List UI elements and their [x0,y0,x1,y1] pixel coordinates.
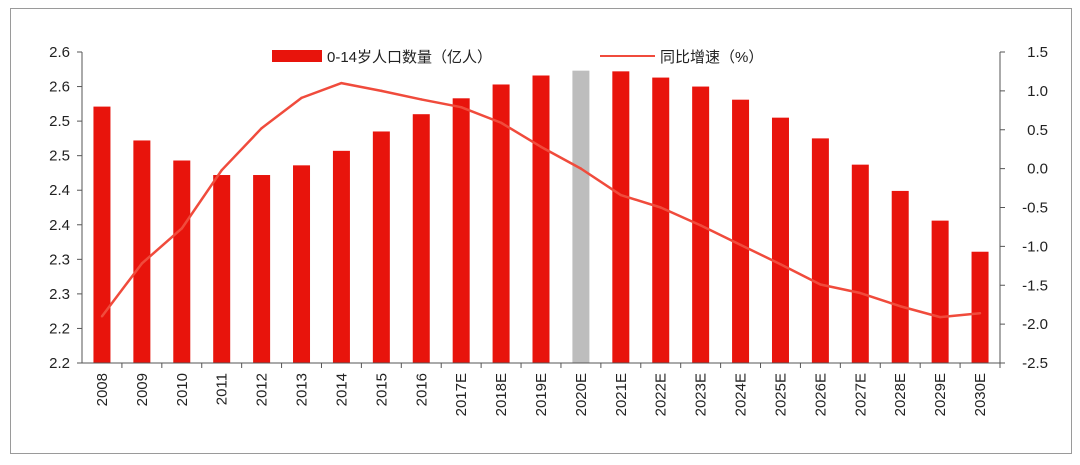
right-tick-label: -2.5 [1022,355,1048,372]
line-point-2020E [579,167,583,170]
left-tick-label: 2.5 [49,148,70,165]
bar-2022E [652,77,670,364]
bar-2025E [771,117,789,364]
x-tick-label-2024E: 2024E [733,373,750,416]
bar-2018E [492,84,510,363]
x-tick-label-2018E: 2018E [493,373,510,416]
line-point-2013 [300,96,303,100]
line-point-2015 [380,89,383,93]
left-tick-label: 2.2 [49,355,70,372]
line-point-2029E [938,315,942,319]
legend: 0-14岁人口数量（亿人） 同比增速（%） [272,49,763,66]
bar-2013 [293,165,311,363]
x-tick-label-2030E: 2030E [972,373,989,416]
bar-2008 [93,106,111,363]
x-tick-label-2015: 2015 [373,373,390,406]
x-tick-label-2029E: 2029E [932,373,949,416]
x-tick-label-2025E: 2025E [772,373,789,416]
line-point-2016 [420,98,423,101]
left-tick-label: 2.6 [49,44,70,61]
x-tick-label-2022E: 2022E [653,373,670,416]
right-tick-label: -2.0 [1022,316,1048,333]
right-tick-label: 0.5 [1027,122,1048,139]
bar-2010 [173,160,191,363]
x-tick-label-2014: 2014 [333,373,350,406]
line-point-2030E [978,312,982,315]
line-point-2009 [140,262,144,265]
bar-2012 [253,175,271,363]
x-tick-label-2013: 2013 [294,373,311,406]
bar-2030E [971,251,989,363]
x-tick-label-2019E: 2019E [533,373,550,416]
bar-2027E [851,164,869,363]
left-tick-label: 2.2 [49,320,70,337]
bar-2011 [213,175,231,363]
x-tick-label-2026E: 2026E [812,373,829,416]
line-point-2017E [459,106,463,109]
line-point-2008 [100,315,104,318]
bar-2015 [372,131,390,363]
legend-line-label: 同比增速（%） [660,49,763,66]
x-tick-label-2009: 2009 [134,373,151,406]
x-tick-label-2021E: 2021E [613,373,630,416]
line-point-2018E [499,121,503,124]
bar-2029E [931,220,949,363]
line-point-2027E [859,291,862,295]
left-tick-label: 2.6 [49,79,70,96]
bar-2021E [612,71,630,364]
line-point-2023E [699,224,702,227]
bar-2026E [811,138,829,363]
legend-bar-swatch [272,50,322,62]
right-tick-label: -1.0 [1022,238,1048,255]
left-tick-label: 2.4 [49,217,70,234]
line-point-2019E [539,145,543,149]
x-tick-label-2016: 2016 [413,373,430,406]
bar-2028E [891,190,909,363]
x-tick-label-2028E: 2028E [892,373,909,416]
right-tick-label: 0.0 [1027,161,1048,178]
x-tick-label-2017E: 2017E [453,373,470,416]
x-tick-label-2011: 2011 [214,373,231,405]
line-point-2011 [220,168,223,172]
line-point-2021E [619,193,623,197]
bar-2016 [412,114,430,363]
line-point-2014 [340,81,343,85]
left-tick-label: 2.3 [49,286,70,303]
x-tick-label-2020E: 2020E [573,373,590,416]
right-tick-label: -0.5 [1022,200,1048,217]
x-tick-label-2008: 2008 [94,373,111,406]
line-point-2026E [819,283,822,286]
left-tick-label: 2.5 [49,113,70,130]
line-point-2022E [659,206,662,209]
right-tick-label: 1.0 [1027,83,1048,100]
bar-2009 [133,140,151,363]
x-tick-label-2010: 2010 [174,373,191,406]
line-point-2028E [899,305,902,308]
legend-bar-label: 0-14岁人口数量（亿人） [327,49,492,66]
x-tick-label-2027E: 2027E [852,373,869,416]
bar-2014 [332,150,350,363]
line-point-2010 [180,227,183,230]
bar-2019E [532,75,550,364]
line-point-2012 [260,126,263,130]
bar-2020E [572,70,590,363]
x-tick-label-2023E: 2023E [693,373,710,416]
right-tick-label: -1.5 [1022,277,1048,294]
line-point-2025E [779,263,782,266]
line-point-2024E [739,243,742,247]
x-tick-label-2012: 2012 [254,373,271,406]
left-tick-label: 2.3 [49,251,70,268]
right-tick-label: 1.5 [1027,44,1048,61]
left-tick-label: 2.4 [49,182,70,199]
bar-2024E [732,99,750,363]
chart-frame [10,8,1072,454]
bar-2017E [452,98,470,363]
